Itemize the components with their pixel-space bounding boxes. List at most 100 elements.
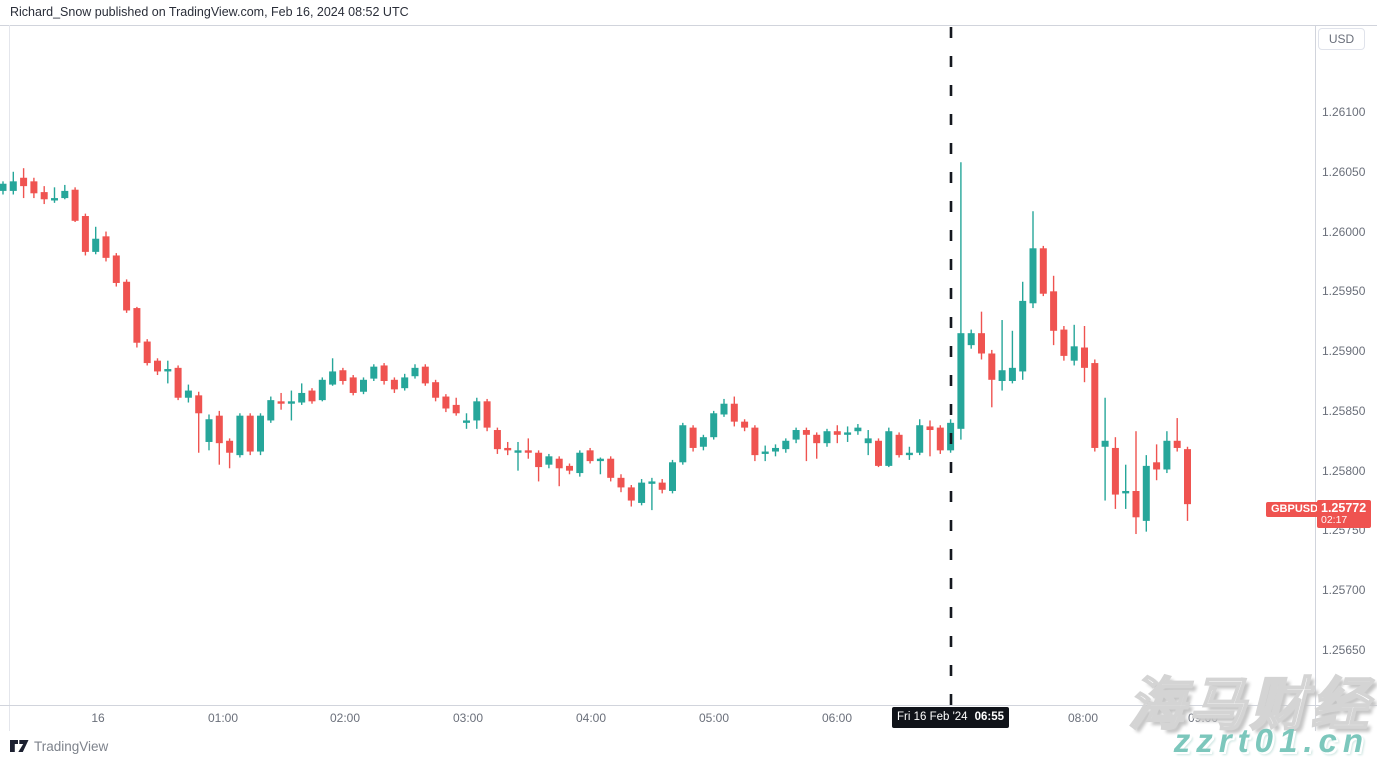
currency-toggle-button[interactable]: USD bbox=[1318, 28, 1365, 50]
candle-body bbox=[679, 425, 687, 463]
candle-body bbox=[1008, 367, 1016, 381]
candle-body bbox=[215, 415, 223, 444]
watermark-line1: 海马财经 bbox=[1127, 672, 1372, 738]
candle-body bbox=[226, 440, 234, 453]
page-title: Richard_Snow published on TradingView.co… bbox=[10, 5, 409, 19]
price-axis-label: 1.25650 bbox=[1322, 643, 1366, 657]
candle-body bbox=[246, 415, 254, 452]
time-axis-label: 03:00 bbox=[452, 711, 484, 725]
price-axis-label: 1.26000 bbox=[1322, 224, 1366, 239]
candle-body bbox=[174, 367, 182, 398]
candle-body bbox=[92, 238, 100, 252]
candle-body bbox=[1132, 490, 1140, 518]
price-axis-label: 1.25900 bbox=[1322, 344, 1366, 359]
candle-body bbox=[658, 482, 666, 490]
candle-body bbox=[432, 382, 440, 398]
candle-body bbox=[267, 400, 275, 421]
candle-body bbox=[988, 353, 996, 380]
candle-body bbox=[30, 181, 38, 194]
time-axis-label: 05:00 bbox=[698, 711, 730, 725]
candle-body bbox=[720, 403, 728, 415]
candle-body bbox=[184, 390, 192, 398]
candle-body bbox=[802, 430, 810, 435]
candle-body bbox=[905, 452, 913, 456]
candle-body bbox=[102, 236, 110, 258]
candle-body bbox=[349, 377, 357, 393]
candle-body bbox=[555, 458, 563, 469]
candle-body bbox=[1142, 465, 1150, 521]
candle-body bbox=[1039, 248, 1047, 294]
candle-body bbox=[535, 452, 543, 468]
candle-body bbox=[143, 341, 151, 364]
candle-body bbox=[0, 183, 7, 191]
time-axis-label: 02:00 bbox=[329, 711, 361, 725]
candle-body bbox=[885, 431, 893, 466]
time-axis-label: 06:00 bbox=[821, 711, 853, 725]
candle-body bbox=[154, 360, 161, 372]
candle-body bbox=[123, 281, 131, 311]
candle-body bbox=[998, 370, 1006, 381]
candle-body bbox=[978, 333, 985, 354]
candle-body bbox=[287, 401, 295, 404]
candle-body bbox=[20, 177, 28, 187]
candle-body bbox=[308, 390, 316, 402]
candle-body bbox=[9, 181, 17, 191]
candle-body bbox=[40, 192, 48, 200]
candle-body bbox=[895, 434, 903, 456]
candle-body bbox=[627, 487, 635, 501]
candle-body bbox=[926, 426, 934, 431]
event-time-badge: Fri 16 Feb '24 06:55 bbox=[892, 707, 1009, 728]
price-axis-label: 1.26050 bbox=[1322, 164, 1366, 179]
candle-body bbox=[1184, 449, 1191, 505]
candle-body bbox=[442, 396, 450, 409]
candle-body bbox=[421, 366, 429, 384]
candle-body bbox=[1070, 346, 1078, 361]
price-axis-label: 1.25950 bbox=[1322, 284, 1366, 299]
price-axis-label: 1.25800 bbox=[1322, 463, 1366, 478]
tradingview-logo-icon bbox=[10, 740, 29, 752]
candle-body bbox=[81, 216, 89, 252]
candle-body bbox=[648, 481, 656, 484]
candle-body bbox=[71, 189, 79, 221]
candle-body bbox=[545, 456, 553, 465]
candle-body bbox=[1101, 440, 1109, 447]
candle-body bbox=[1060, 329, 1068, 356]
tradingview-logo-text: TradingView bbox=[34, 739, 109, 754]
watermark-line2: zzrt01.cn bbox=[1173, 722, 1369, 759]
candle-body bbox=[257, 415, 264, 452]
candle-body bbox=[205, 419, 213, 442]
candle-body bbox=[360, 379, 367, 392]
candle-body bbox=[957, 333, 965, 429]
candle-body bbox=[1163, 440, 1171, 470]
candle-body bbox=[370, 366, 378, 379]
candle-body bbox=[164, 369, 172, 372]
candle-body bbox=[514, 450, 522, 453]
candle-body bbox=[772, 447, 779, 452]
candle-body bbox=[689, 427, 697, 448]
candle-body bbox=[463, 420, 470, 423]
candle-body bbox=[380, 365, 388, 381]
time-axis-label: 16 bbox=[91, 711, 105, 725]
candle-body bbox=[329, 371, 337, 385]
price-axis-label: 1.25850 bbox=[1322, 403, 1366, 418]
candle-body bbox=[61, 190, 69, 199]
symbol-label-badge: GBPUSD bbox=[1266, 502, 1324, 517]
candle-body bbox=[967, 333, 975, 346]
candle-body bbox=[112, 255, 120, 283]
candle-body bbox=[277, 401, 285, 404]
tradingview-logo[interactable]: TradingView bbox=[10, 739, 108, 754]
candle-body bbox=[607, 458, 615, 478]
candle-body bbox=[473, 401, 481, 421]
candle-body bbox=[566, 465, 573, 471]
event-date: Fri 16 Feb '24 bbox=[896, 711, 968, 723]
candle-body bbox=[1050, 291, 1058, 331]
candle-body bbox=[864, 438, 872, 444]
candle-body bbox=[669, 462, 676, 491]
candle-body bbox=[1091, 363, 1099, 448]
candle-body bbox=[298, 392, 306, 403]
time-axis-label: 04:00 bbox=[575, 711, 607, 725]
candle-body bbox=[1122, 490, 1130, 494]
candle-body bbox=[411, 367, 419, 377]
